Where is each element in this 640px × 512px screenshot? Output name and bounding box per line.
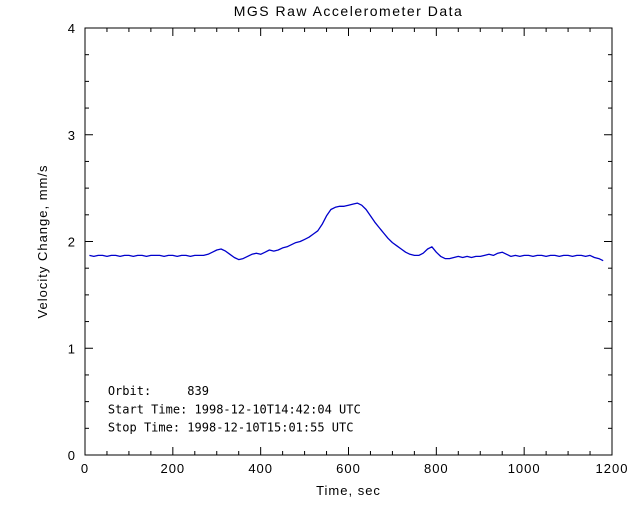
x-tick-label: 0 xyxy=(81,461,89,476)
annotation-1: Start Time: 1998-12-10T14:42:04 UTC xyxy=(108,402,361,416)
y-tick-label: 0 xyxy=(68,448,76,463)
x-axis-label: Time, sec xyxy=(316,483,381,498)
x-tick-label: 200 xyxy=(160,461,185,476)
x-tick-label: 600 xyxy=(336,461,361,476)
y-tick-label: 2 xyxy=(68,235,76,250)
y-tick-label: 3 xyxy=(68,128,76,143)
x-tick-label: 800 xyxy=(424,461,449,476)
chart-title: MGS Raw Accelerometer Data xyxy=(234,3,464,19)
y-axis-label: Velocity Change, mm/s xyxy=(35,165,50,319)
annotation-0: Orbit: 839 xyxy=(108,384,209,398)
x-tick-label: 400 xyxy=(248,461,273,476)
y-tick-label: 4 xyxy=(68,21,76,36)
x-tick-label: 1200 xyxy=(596,461,629,476)
x-tick-label: 1000 xyxy=(508,461,541,476)
y-tick-label: 1 xyxy=(68,341,76,356)
data-line xyxy=(89,202,604,262)
annotation-2: Stop Time: 1998-12-10T15:01:55 UTC xyxy=(108,421,354,435)
